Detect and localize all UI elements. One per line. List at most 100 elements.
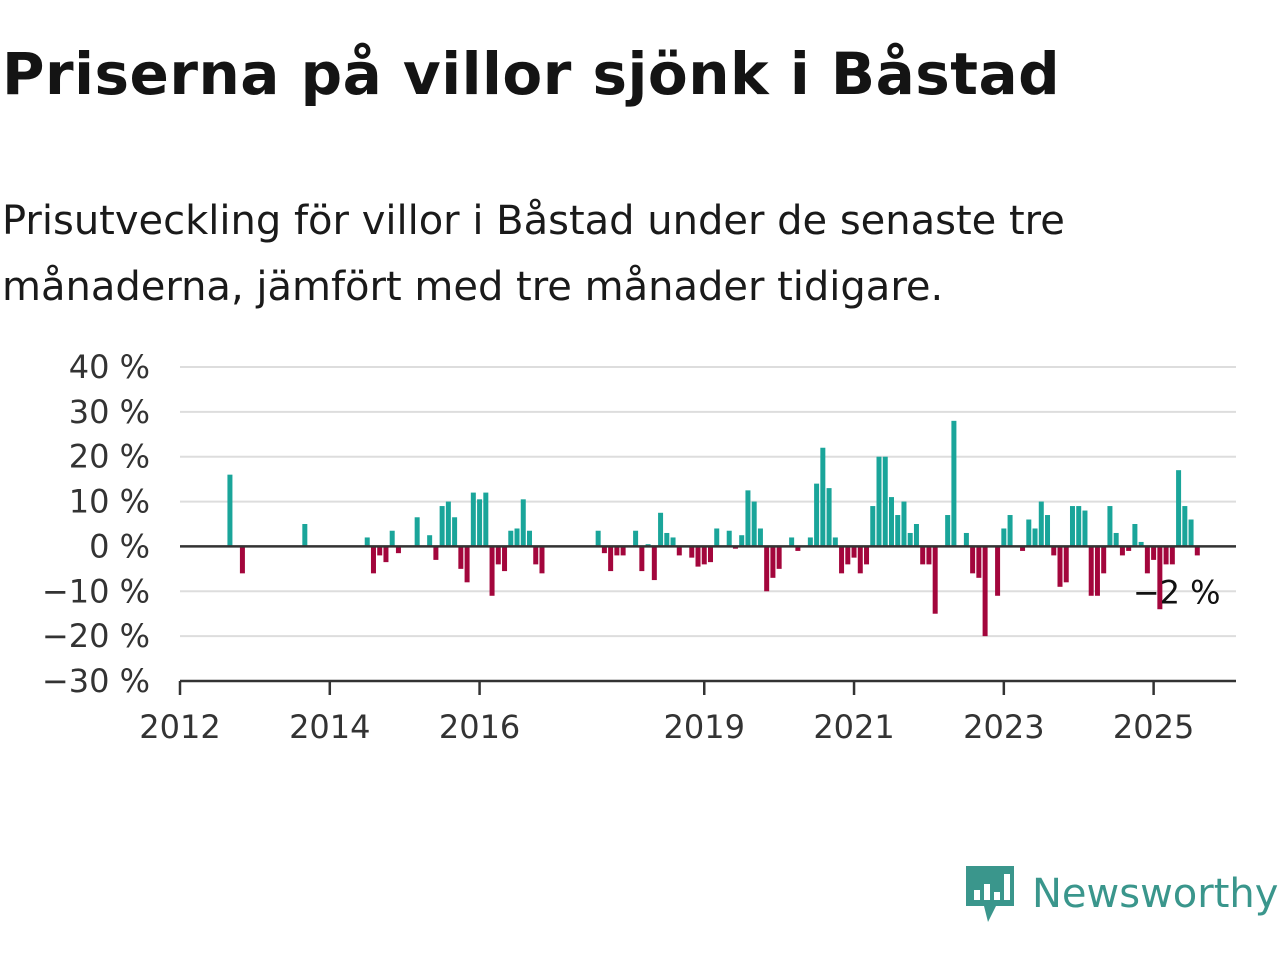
bar — [1163, 546, 1169, 565]
bar — [508, 530, 514, 547]
bar — [1157, 546, 1163, 610]
bar — [1063, 546, 1069, 583]
bar — [427, 535, 433, 547]
bar — [608, 546, 614, 572]
bar — [1082, 510, 1088, 547]
bar — [1126, 546, 1132, 551]
bar — [982, 546, 988, 637]
bar — [502, 546, 508, 572]
bar — [433, 546, 439, 560]
bar — [1088, 546, 1094, 596]
newsworthy-logo-icon — [966, 866, 1014, 922]
bar — [670, 537, 676, 547]
bar — [1026, 519, 1032, 547]
bar — [1038, 501, 1044, 547]
y-tick-label: −10 % — [42, 572, 150, 610]
bar — [414, 517, 420, 547]
bar — [614, 546, 620, 556]
bar — [895, 515, 901, 547]
bar — [1138, 541, 1144, 547]
bar — [601, 546, 607, 554]
x-tick-label: 2016 — [439, 708, 520, 746]
bar — [302, 524, 308, 547]
bar — [633, 530, 639, 547]
bar — [539, 546, 545, 574]
bar — [1144, 546, 1150, 574]
bar — [1045, 515, 1051, 547]
bar — [377, 546, 383, 556]
bar — [477, 499, 483, 547]
bar — [439, 506, 445, 547]
x-tick-label: 2014 — [289, 708, 370, 746]
bar — [495, 546, 501, 565]
x-tick-label: 2019 — [664, 708, 745, 746]
bar — [639, 546, 645, 572]
bar — [839, 546, 845, 574]
x-tick-label: 2025 — [1113, 708, 1194, 746]
bar — [932, 546, 938, 614]
y-axis-labels: 40 % 30 % 20 % 10 % 0 % −10 % −20 % −30 % — [42, 348, 150, 700]
bar — [726, 530, 732, 547]
bar — [913, 524, 919, 547]
page-title: Priserna på villor sjönk i Båstad — [2, 40, 1061, 108]
bar — [870, 506, 876, 547]
bar — [970, 546, 976, 574]
bar — [1076, 506, 1082, 547]
bar — [452, 517, 458, 547]
x-tick-label: 2012 — [139, 708, 220, 746]
y-tick-label: 20 % — [69, 438, 150, 476]
bar — [751, 501, 757, 547]
bar — [370, 546, 376, 574]
latest-value-label: −2 % — [1133, 573, 1221, 611]
y-tick-label: 40 % — [69, 348, 150, 386]
bar — [1057, 546, 1063, 587]
bar — [1119, 546, 1125, 556]
bar — [814, 483, 820, 547]
bar — [1151, 546, 1157, 560]
bar — [776, 546, 782, 569]
bar — [1176, 470, 1182, 547]
y-tick-label: 30 % — [69, 393, 150, 431]
chart-grid — [180, 366, 1236, 638]
bar — [770, 546, 776, 578]
bar — [1069, 506, 1075, 547]
bar — [851, 546, 857, 558]
bar — [907, 532, 913, 547]
bar — [995, 546, 1001, 596]
y-tick-label: −20 % — [42, 617, 150, 655]
chart-bars — [227, 420, 1200, 637]
bar — [739, 535, 745, 547]
bar — [1094, 546, 1100, 596]
bar — [389, 530, 395, 547]
bar — [945, 515, 951, 547]
bar — [1188, 519, 1194, 547]
bar — [901, 501, 907, 547]
bar — [888, 497, 894, 547]
bar — [795, 546, 801, 551]
bar — [364, 537, 370, 547]
bar — [745, 490, 751, 547]
bar — [857, 546, 863, 574]
bar — [1101, 546, 1107, 574]
bar — [620, 546, 626, 556]
bar — [1182, 506, 1188, 547]
bar — [445, 501, 451, 547]
bar — [707, 546, 713, 563]
bar — [963, 532, 969, 547]
bar-chart: 40 %30 %20 %10 %0 %−10 %−20 %−30 % 2012 2… — [42, 348, 1236, 746]
bar — [1107, 506, 1113, 547]
bar — [845, 546, 851, 565]
bar — [807, 537, 813, 547]
bar — [1020, 546, 1026, 551]
newsworthy-logo: Newsworthy — [962, 862, 1278, 926]
bar — [1169, 546, 1175, 565]
bar — [689, 546, 695, 558]
bar — [876, 456, 882, 547]
bar — [483, 492, 489, 547]
bar — [1051, 546, 1057, 556]
bar — [470, 492, 476, 547]
bar — [520, 499, 526, 547]
bar — [527, 530, 533, 547]
bar — [714, 528, 720, 547]
bar — [1001, 528, 1007, 547]
